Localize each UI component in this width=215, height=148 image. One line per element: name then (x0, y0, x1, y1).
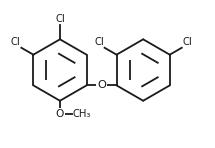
Text: Cl: Cl (94, 37, 104, 47)
Text: Cl: Cl (183, 37, 192, 47)
Text: O: O (56, 109, 64, 119)
Text: CH₃: CH₃ (72, 109, 91, 119)
Text: O: O (97, 80, 106, 90)
Text: Cl: Cl (55, 15, 65, 24)
Text: Cl: Cl (11, 37, 20, 47)
